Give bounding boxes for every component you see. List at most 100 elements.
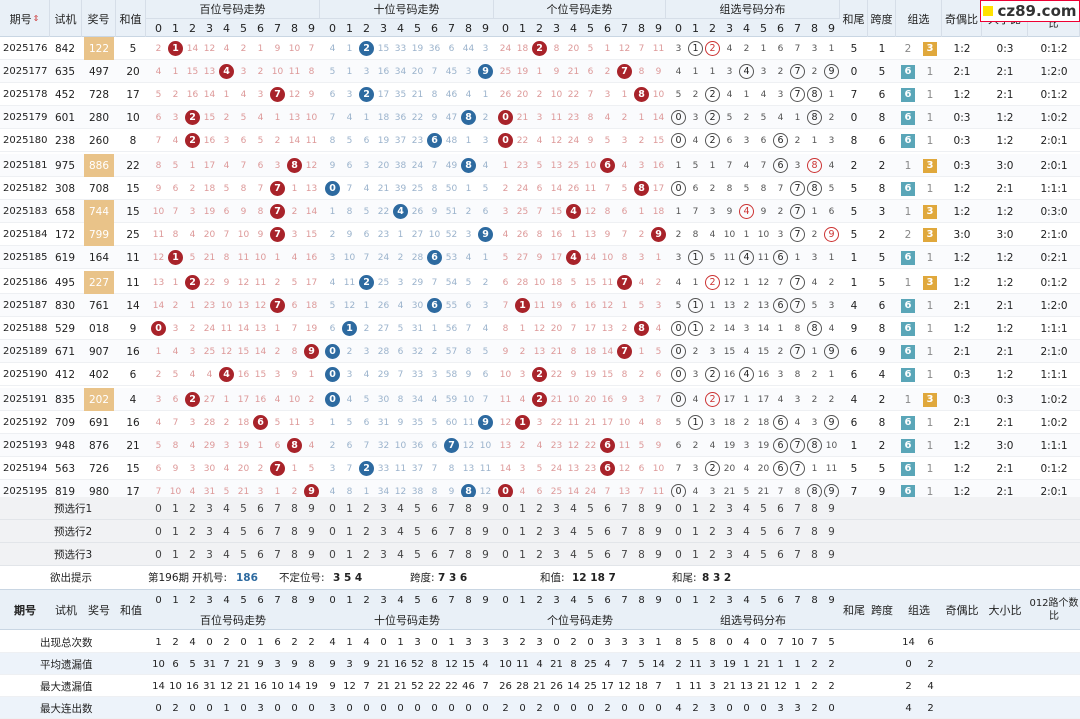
preselect-digit[interactable]: 7 — [794, 502, 801, 515]
preselect-digit[interactable]: 7 — [794, 525, 801, 538]
preselect-digit[interactable]: 1 — [346, 502, 353, 515]
preselect-digit[interactable]: 4 — [223, 548, 230, 561]
preselect-digit[interactable]: 9 — [308, 502, 315, 515]
preselect-digit[interactable]: 6 — [431, 525, 438, 538]
preselect-digit[interactable]: 0 — [329, 525, 336, 538]
preselect-digit[interactable]: 7 — [274, 525, 281, 538]
preselect-digit[interactable]: 7 — [448, 548, 455, 561]
preselect-digit[interactable]: 7 — [794, 548, 801, 561]
preselect-digit[interactable]: 3 — [553, 525, 560, 538]
preselect-digit[interactable]: 8 — [291, 502, 298, 515]
preselect-digit[interactable]: 5 — [587, 502, 594, 515]
preselect-digit[interactable]: 6 — [604, 525, 611, 538]
preselect-digit[interactable]: 4 — [743, 525, 750, 538]
preselect-digit[interactable]: 1 — [519, 525, 526, 538]
preselect-digit[interactable]: 1 — [519, 502, 526, 515]
preselect-digit[interactable]: 1 — [346, 525, 353, 538]
preselect-digit[interactable]: 6 — [604, 548, 611, 561]
preselect-digit[interactable]: 7 — [621, 502, 628, 515]
preselect-digit[interactable]: 2 — [536, 525, 543, 538]
preselect-digit[interactable]: 0 — [155, 525, 162, 538]
preselect-digit[interactable]: 4 — [570, 525, 577, 538]
preselect-digit[interactable]: 4 — [570, 548, 577, 561]
preselect-digit[interactable]: 6 — [777, 502, 784, 515]
preselect-digit[interactable]: 7 — [274, 548, 281, 561]
preselect-digit[interactable]: 0 — [675, 548, 682, 561]
preselect-digit[interactable]: 9 — [828, 502, 835, 515]
preselect-digit[interactable]: 1 — [692, 502, 699, 515]
preselect-digit[interactable]: 8 — [811, 548, 818, 561]
preselect-digit[interactable]: 3 — [380, 525, 387, 538]
preselect-digit[interactable]: 2 — [189, 548, 196, 561]
preselect-digit[interactable]: 2 — [709, 502, 716, 515]
preselect-digit[interactable]: 3 — [206, 525, 213, 538]
header-period[interactable]: 期号 ⇕ — [0, 0, 50, 37]
preselect-digit[interactable]: 1 — [692, 548, 699, 561]
preselect-digit[interactable]: 9 — [828, 548, 835, 561]
preselect-digit[interactable]: 9 — [655, 525, 662, 538]
preselect-digit[interactable]: 0 — [502, 525, 509, 538]
preselect-digit[interactable]: 3 — [206, 548, 213, 561]
preselect-digit[interactable]: 3 — [206, 502, 213, 515]
preselect-digit[interactable]: 3 — [726, 548, 733, 561]
preselect-digit[interactable]: 5 — [414, 525, 421, 538]
preselect-digit[interactable]: 4 — [397, 502, 404, 515]
preselect-digit[interactable]: 6 — [604, 502, 611, 515]
preselect-digit[interactable]: 4 — [223, 525, 230, 538]
preselect-digit[interactable]: 2 — [536, 502, 543, 515]
preselect-digit[interactable]: 8 — [291, 548, 298, 561]
preselect-digit[interactable]: 8 — [465, 502, 472, 515]
preselect-digit[interactable]: 8 — [638, 502, 645, 515]
preselect-digit[interactable]: 7 — [448, 525, 455, 538]
preselect-digit[interactable]: 2 — [363, 525, 370, 538]
preselect-digit[interactable]: 5 — [240, 548, 247, 561]
preselect-digit[interactable]: 9 — [828, 525, 835, 538]
preselect-digit[interactable]: 8 — [291, 525, 298, 538]
preselect-digit[interactable]: 4 — [397, 525, 404, 538]
preselect-digit[interactable]: 1 — [692, 525, 699, 538]
preselect-digit[interactable]: 7 — [621, 525, 628, 538]
preselect-digit[interactable]: 2 — [709, 525, 716, 538]
preselect-digit[interactable]: 0 — [675, 525, 682, 538]
preselect-digit[interactable]: 8 — [465, 548, 472, 561]
preselect-digit[interactable]: 8 — [465, 525, 472, 538]
preselect-digit[interactable]: 6 — [777, 525, 784, 538]
preselect-digit[interactable]: 9 — [655, 502, 662, 515]
preselect-digit[interactable]: 1 — [172, 525, 179, 538]
preselect-digit[interactable]: 1 — [172, 502, 179, 515]
preselect-digit[interactable]: 5 — [760, 525, 767, 538]
preselect-digit[interactable]: 8 — [638, 525, 645, 538]
preselect-digit[interactable]: 6 — [777, 548, 784, 561]
preselect-digit[interactable]: 0 — [155, 548, 162, 561]
preselect-digit[interactable]: 9 — [308, 548, 315, 561]
preselect-digit[interactable]: 1 — [346, 548, 353, 561]
preselect-digit[interactable]: 0 — [502, 548, 509, 561]
preselect-digit[interactable]: 5 — [587, 525, 594, 538]
preselect-digit[interactable]: 9 — [308, 525, 315, 538]
preselect-digit[interactable]: 4 — [570, 502, 577, 515]
preselect-digit[interactable]: 3 — [726, 502, 733, 515]
preselect-digit[interactable]: 4 — [397, 548, 404, 561]
preselect-digit[interactable]: 8 — [811, 502, 818, 515]
preselect-digit[interactable]: 7 — [274, 502, 281, 515]
preselect-digit[interactable]: 5 — [240, 525, 247, 538]
preselect-digit[interactable]: 0 — [155, 502, 162, 515]
preselect-digit[interactable]: 4 — [743, 502, 750, 515]
preselect-digit[interactable]: 5 — [414, 548, 421, 561]
preselect-digit[interactable]: 3 — [380, 502, 387, 515]
preselect-digit[interactable]: 2 — [363, 548, 370, 561]
preselect-digit[interactable]: 5 — [760, 502, 767, 515]
preselect-digit[interactable]: 5 — [760, 548, 767, 561]
preselect-digit[interactable]: 3 — [553, 502, 560, 515]
preselect-digit[interactable]: 7 — [621, 548, 628, 561]
preselect-digit[interactable]: 2 — [709, 548, 716, 561]
preselect-digit[interactable]: 4 — [223, 502, 230, 515]
preselect-digit[interactable]: 9 — [482, 502, 489, 515]
preselect-digit[interactable]: 7 — [448, 502, 455, 515]
preselect-digit[interactable]: 6 — [257, 525, 264, 538]
preselect-digit[interactable]: 6 — [431, 548, 438, 561]
preselect-digit[interactable]: 2 — [536, 548, 543, 561]
preselect-digit[interactable]: 8 — [811, 525, 818, 538]
preselect-digit[interactable]: 2 — [363, 502, 370, 515]
preselect-digit[interactable]: 9 — [482, 548, 489, 561]
